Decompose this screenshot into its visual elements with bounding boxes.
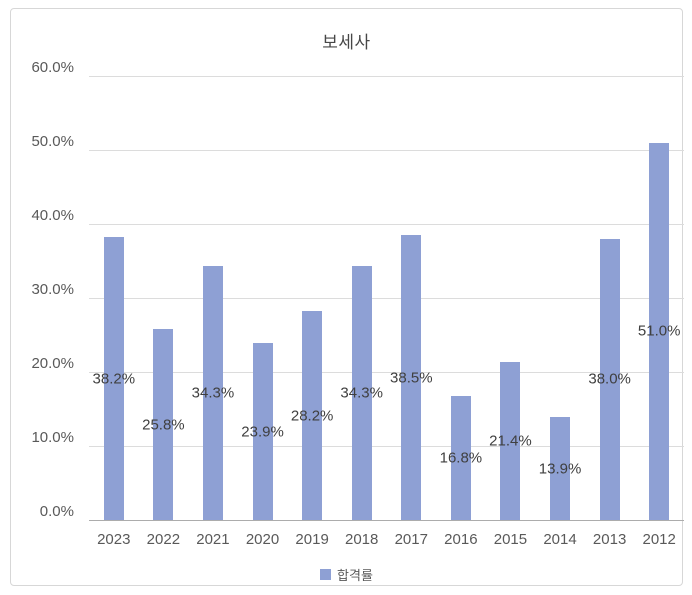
bar-2013: [599, 238, 620, 520]
bar-2014: [550, 417, 571, 520]
x-tick-label-2018: 2018: [345, 531, 379, 548]
x-axis-line: [89, 520, 684, 521]
legend: 합격률: [11, 565, 682, 584]
x-tick-label-2013: 2013: [592, 531, 627, 548]
bar-2016: [450, 395, 471, 520]
chart-title: 보세사: [322, 33, 371, 52]
x-tick-label-2014: 2014: [543, 531, 577, 548]
y-tick-label-60: 60.0%: [31, 59, 74, 76]
data-label-2019: 28.2%: [290, 407, 334, 425]
bar-2018: [351, 266, 372, 520]
x-tick-label-2019: 2019: [295, 531, 329, 548]
data-label-2018: 34.3%: [340, 384, 383, 402]
x-tick-label-2016: 2016: [444, 531, 478, 548]
x-tick-label-2015: 2015: [493, 531, 528, 548]
x-tick-label-2017: 2017: [394, 531, 428, 548]
gridline-60: [89, 76, 684, 77]
legend-label: 합격률: [337, 568, 373, 583]
y-tick-label-0: 0.0%: [39, 503, 74, 520]
bar-2020: [252, 343, 273, 520]
bar-2023: [103, 237, 124, 520]
plot-area: 38.2% 25.8% 34.3% 23.9% 28.2% 34.3% 38.5% 16.8%…: [89, 76, 684, 521]
bar-2022: [153, 329, 174, 520]
x-tick-label-2012: 2012: [642, 531, 676, 548]
data-label-2021: 34.3%: [191, 384, 235, 402]
y-tick-label-10: 10.0%: [31, 429, 74, 446]
data-label-2022: 25.8%: [142, 416, 185, 434]
y-tick-label-50: 50.0%: [31, 133, 74, 150]
bar-2015: [500, 361, 521, 520]
bar-2019: [302, 311, 323, 520]
y-tick-label-20: 20.0%: [31, 355, 74, 372]
bar-2021: [202, 266, 223, 520]
bar-2012: [649, 142, 670, 520]
gridline-20: [89, 372, 684, 373]
gridline-40: [89, 224, 684, 225]
chart-frame: 보세사 38.2% 25.8% 34.3% 23.9% 28.2% 34.3% 38.5% 1…: [10, 8, 684, 586]
legend-marker-swatch: [320, 569, 332, 580]
data-label-2012: 51.0%: [637, 322, 681, 340]
data-label-2016: 16.8%: [439, 449, 483, 467]
bar-2017: [401, 235, 422, 520]
data-label-2014: 13.9%: [538, 460, 582, 478]
gridline-50: [89, 150, 684, 151]
x-tick-label-2023: 2023: [97, 531, 131, 548]
x-tick-label-2022: 2022: [146, 531, 181, 548]
gridline-30: [89, 298, 684, 299]
data-label-2020: 23.9%: [241, 423, 284, 441]
y-tick-label-40: 40.0%: [31, 207, 74, 224]
data-label-2015: 21.4%: [489, 432, 532, 450]
y-tick-label-30: 30.0%: [31, 281, 74, 298]
x-tick-label-2020: 2020: [245, 531, 280, 548]
data-label-2023: 38.2%: [92, 370, 136, 388]
data-label-2017: 38.5%: [390, 369, 433, 387]
data-label-2013: 38.0%: [588, 370, 631, 388]
gridline-10: [89, 446, 684, 447]
x-tick-label-2021: 2021: [196, 531, 230, 548]
